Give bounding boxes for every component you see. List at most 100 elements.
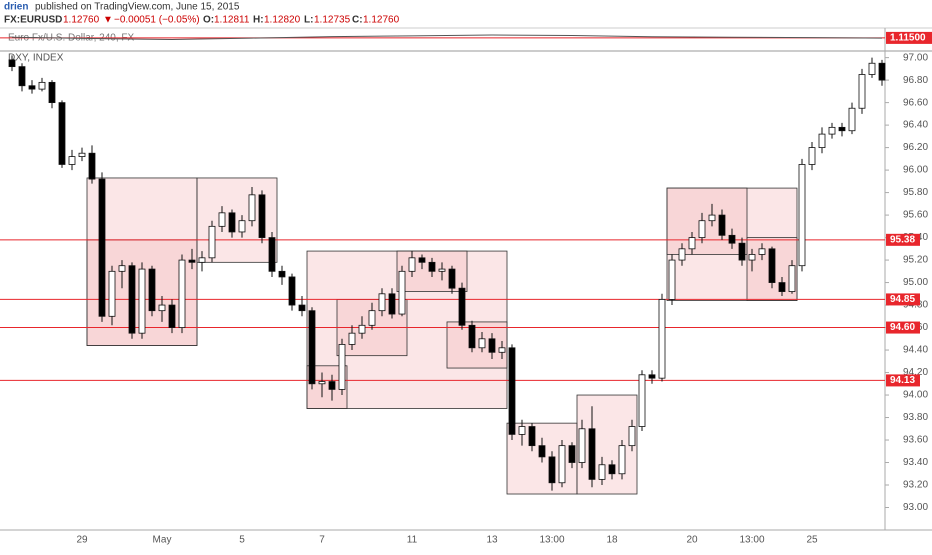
candle-body: [288, 276, 296, 306]
candle-body: [58, 102, 66, 165]
candle-body: [308, 310, 316, 385]
candle-body: [648, 374, 656, 379]
y-tick-label: 94.00: [903, 390, 928, 401]
candle-body: [278, 270, 286, 278]
candle-body: [758, 248, 766, 255]
candle-body: [268, 237, 276, 272]
candle-body: [358, 324, 366, 334]
o: 1.12811: [214, 15, 250, 26]
published: published on TradingView.com, June 15, 2…: [35, 2, 240, 13]
candle-body: [248, 194, 256, 222]
candle-body: [868, 62, 876, 75]
candle-body: [678, 248, 686, 261]
candle-body: [458, 287, 466, 326]
candle-body: [338, 344, 346, 390]
candle-body: [768, 248, 776, 283]
x-tick-label: 13:00: [739, 535, 764, 546]
price-badge: [886, 233, 920, 246]
price: 1.12760: [63, 15, 100, 26]
candle-body: [668, 259, 676, 300]
x-tick-label: 13:00: [539, 535, 564, 546]
c-label: C:: [352, 15, 363, 26]
candle-body: [548, 456, 556, 484]
candle-body: [738, 242, 746, 261]
candle-body: [538, 445, 546, 458]
candle-body: [748, 254, 756, 261]
y-tick-label: 96.80: [903, 75, 928, 86]
candle-body: [478, 338, 486, 349]
candle-body: [568, 445, 576, 463]
candle-body: [838, 126, 846, 132]
candle-body: [688, 237, 696, 250]
candle-body: [598, 464, 606, 480]
zone: [666, 187, 748, 255]
candle-body: [188, 259, 196, 263]
y-tick-label: 93.40: [903, 457, 928, 468]
y-tick-label: 96.00: [903, 165, 928, 176]
o-label: O:: [203, 15, 214, 26]
candle-body: [858, 74, 866, 109]
x-tick-label: 20: [686, 535, 698, 546]
candle-body: [618, 445, 626, 475]
price-badge-label: 95.38: [890, 234, 915, 245]
candle-body: [778, 282, 786, 292]
candle-body: [828, 126, 836, 135]
candle-body: [508, 347, 516, 435]
candle-body: [318, 381, 326, 385]
candle-body: [88, 152, 96, 180]
x-tick-label: 29: [76, 535, 88, 546]
candle-body: [848, 107, 856, 132]
h: 1.12820: [264, 15, 301, 26]
candle-body: [148, 268, 156, 312]
candle-body: [28, 85, 36, 90]
candle-body: [438, 268, 446, 272]
candle-body: [518, 426, 526, 435]
x-tick-label: 7: [319, 535, 325, 546]
candle-body: [448, 268, 456, 289]
candle-body: [348, 332, 356, 345]
candle-body: [788, 265, 796, 292]
zone: [576, 394, 638, 495]
candle-body: [528, 426, 536, 447]
candle-body: [128, 265, 136, 334]
x-tick-label: 5: [239, 535, 245, 546]
candle-body: [118, 265, 126, 272]
price-badge: [886, 293, 920, 306]
author[interactable]: drien: [4, 2, 28, 13]
price-badge: [886, 374, 920, 387]
candle-body: [208, 225, 216, 259]
candle-body: [628, 426, 636, 447]
x-tick-label: 11: [407, 535, 418, 546]
candle-body: [378, 293, 386, 312]
l-label: L:: [304, 15, 313, 26]
candle-body: [588, 428, 596, 480]
candle-body: [728, 234, 736, 244]
candle-body: [368, 310, 376, 326]
candle-body: [578, 428, 586, 463]
zone: [446, 321, 508, 369]
x-tick-label: 13: [486, 535, 498, 546]
arrow: ▼: [103, 15, 113, 26]
candle-body: [718, 214, 726, 236]
candle-body: [798, 164, 806, 267]
price-badge-label: 94.13: [890, 375, 915, 386]
x-tick-label: 25: [806, 535, 818, 546]
candle-body: [428, 261, 436, 272]
candle-body: [298, 304, 306, 312]
price-badge-label: 1.11500: [890, 33, 926, 44]
candle-body: [18, 66, 26, 87]
candle-body: [608, 464, 616, 475]
y-tick-label: 95.80: [903, 187, 928, 198]
candle-body: [108, 270, 116, 317]
h-label: H:: [253, 15, 264, 26]
price-badge-label: 94.60: [890, 322, 915, 333]
candle-body: [698, 220, 706, 238]
candle-body: [158, 304, 166, 312]
candle-body: [418, 257, 426, 263]
candle-body: [638, 374, 646, 427]
symbol: FX:EURUSD: [4, 15, 62, 26]
candle-body: [168, 304, 176, 328]
l: 1.12735: [314, 15, 351, 26]
price-badge: [886, 31, 932, 44]
